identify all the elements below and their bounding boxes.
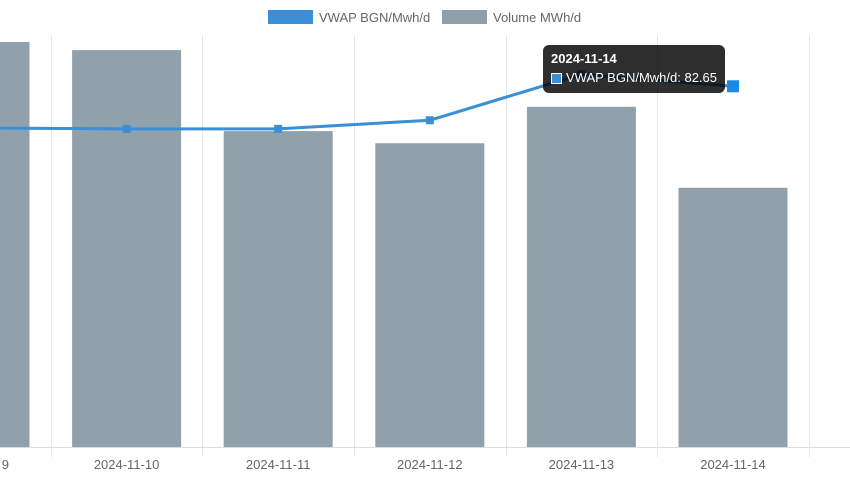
chart-tooltip: 2024-11-14 VWAP BGN/Mwh/d: 82.65 bbox=[543, 45, 726, 93]
legend-swatch bbox=[268, 10, 313, 24]
x-tick-label: 2024-11-13 bbox=[549, 457, 615, 472]
volume-bar[interactable] bbox=[223, 131, 333, 447]
grid-lines bbox=[51, 35, 810, 457]
vwap-point[interactable] bbox=[274, 124, 283, 133]
vwap-point[interactable] bbox=[122, 124, 131, 133]
legend-label: VWAP BGN/Mwh/d bbox=[319, 10, 430, 25]
legend-swatch bbox=[442, 10, 487, 24]
volume-bars bbox=[0, 42, 788, 448]
volume-bar[interactable] bbox=[375, 143, 485, 447]
volume-bar[interactable] bbox=[0, 42, 30, 447]
x-axis: 9 2024-11-10 2024-11-11 2024-11-12 2024-11-1… bbox=[0, 447, 850, 472]
vwap-point[interactable] bbox=[727, 80, 739, 93]
vwap-point[interactable] bbox=[425, 116, 434, 125]
tooltip-label: VWAP BGN/Mwh/d: 82.65 bbox=[566, 70, 718, 85]
x-tick-label: 2024-11-11 bbox=[246, 457, 311, 472]
tooltip-title: 2024-11-14 bbox=[551, 51, 617, 66]
x-tick-label: 2024-11-12 bbox=[397, 457, 463, 472]
x-tick-label: 9 bbox=[2, 457, 9, 472]
legend-label: Volume MWh/d bbox=[493, 10, 581, 25]
volume-bar[interactable] bbox=[526, 106, 636, 448]
x-tick-label: 2024-11-14 bbox=[700, 457, 766, 472]
tooltip-swatch bbox=[551, 72, 562, 84]
volume-bar[interactable] bbox=[72, 50, 182, 447]
x-tick-label: 2024-11-10 bbox=[94, 457, 160, 472]
legend[interactable]: VWAP BGN/Mwh/d Volume MWh/d bbox=[268, 10, 581, 25]
volume-bar[interactable] bbox=[678, 187, 788, 448]
